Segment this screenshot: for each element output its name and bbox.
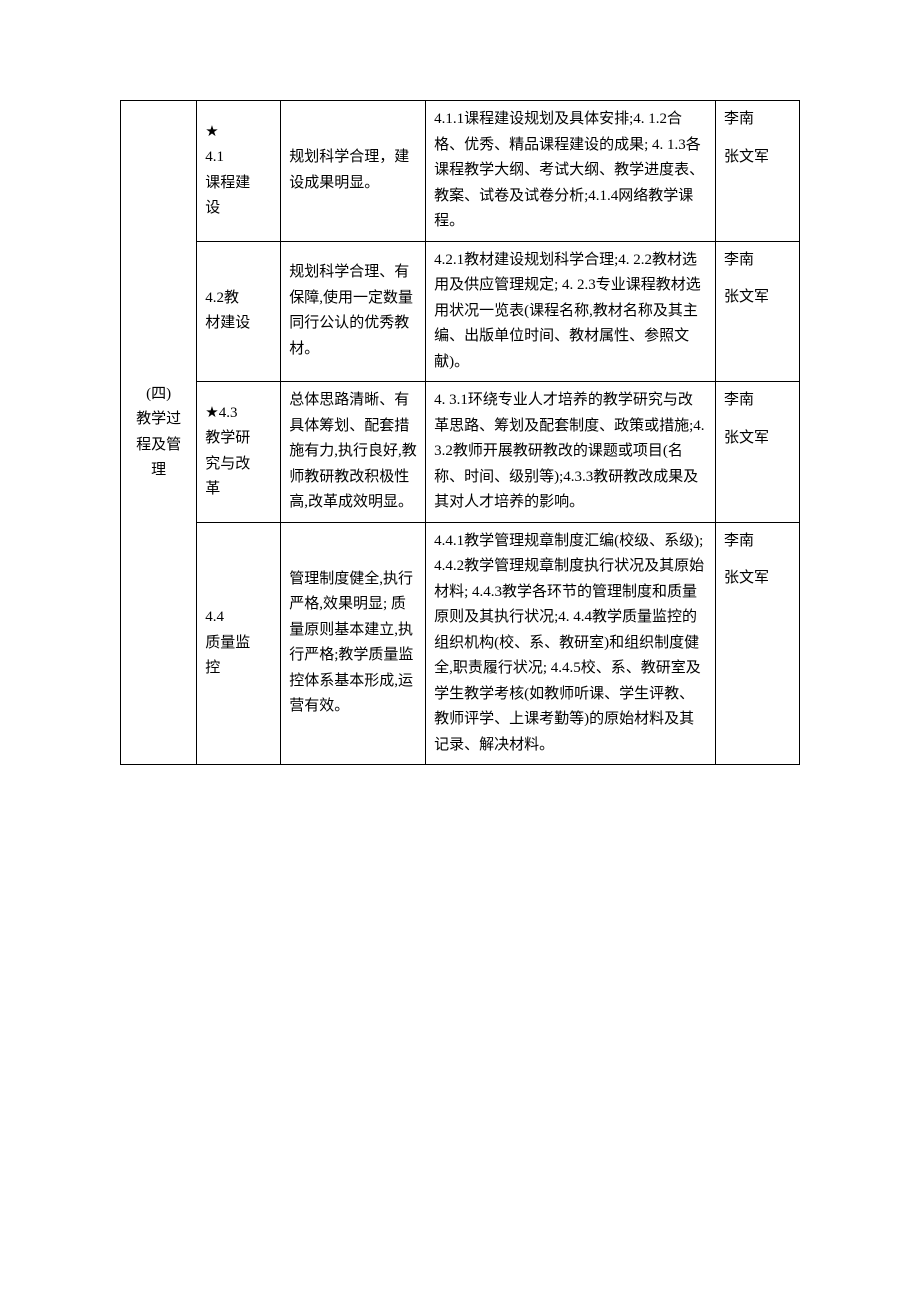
detail-cell: 4.4.1教学管理规章制度汇编(校级、系级);4.4.2教学管理规章制度执行状况… <box>426 522 716 765</box>
table-row: ★4.3教学研究与改革 总体思路清晰、有具体筹划、配套措施有力,执行良好,教师教… <box>121 382 800 523</box>
item-code: 4.2教材建设 <box>205 290 250 332</box>
detail-text: 4.4.1教学管理规章制度汇编(校级、系级);4.4.2教学管理规章制度执行状况… <box>434 533 704 753</box>
table-row: 4.4质量监控 管理制度健全,执行严格,效果明显; 质量原则基本建立,执行严格;… <box>121 522 800 765</box>
category-text: (四)教学过程及管理 <box>136 386 181 479</box>
detail-text: 4. 3.1环绕专业人才培养的教学研究与改革思路、筹划及配套制度、政策或措施;4… <box>434 392 704 510</box>
person-name: 张文军 <box>724 285 791 311</box>
detail-text: 4.2.1教材建设规划科学合理;4. 2.2教材选用及供应管理规定; 4. 2.… <box>434 252 701 370</box>
item-code: ★4.1课程建设 <box>205 124 250 217</box>
standard-text: 总体思路清晰、有具体筹划、配套措施有力,执行良好,教师教研教改积极性高,改革成效… <box>289 392 417 510</box>
item-code: ★4.3教学研究与改革 <box>205 405 250 498</box>
person-name: 张文军 <box>724 566 791 592</box>
person-name: 李南 <box>724 388 791 414</box>
item-code: 4.4质量监控 <box>205 609 250 676</box>
person-cell: 李南 张文军 <box>716 101 800 242</box>
detail-cell: 4.1.1课程建设规划及具体安排;4. 1.2合格、优秀、精品课程建设的成果; … <box>426 101 716 242</box>
person-cell: 李南 张文军 <box>716 241 800 382</box>
detail-cell: 4.2.1教材建设规划科学合理;4. 2.2教材选用及供应管理规定; 4. 2.… <box>426 241 716 382</box>
person-name: 李南 <box>724 248 791 274</box>
standard-cell: 总体思路清晰、有具体筹划、配套措施有力,执行良好,教师教研教改积极性高,改革成效… <box>281 382 426 523</box>
item-code-cell: ★4.3教学研究与改革 <box>197 382 281 523</box>
standard-cell: 规划科学合理，建设成果明显。 <box>281 101 426 242</box>
person-name: 李南 <box>724 529 791 555</box>
person-cell: 李南 张文军 <box>716 382 800 523</box>
standard-text: 规划科学合理、有保障,使用一定数量同行公认的优秀教材。 <box>289 264 413 357</box>
table-row: 4.2教材建设 规划科学合理、有保障,使用一定数量同行公认的优秀教材。 4.2.… <box>121 241 800 382</box>
person-cell: 李南 张文军 <box>716 522 800 765</box>
person-name: 李南 <box>724 107 791 133</box>
standard-text: 规划科学合理，建设成果明显。 <box>289 149 409 191</box>
standard-cell: 管理制度健全,执行严格,效果明显; 质量原则基本建立,执行严格;教学质量监控体系… <box>281 522 426 765</box>
detail-cell: 4. 3.1环绕专业人才培养的教学研究与改革思路、筹划及配套制度、政策或措施;4… <box>426 382 716 523</box>
standard-cell: 规划科学合理、有保障,使用一定数量同行公认的优秀教材。 <box>281 241 426 382</box>
table-row: (四)教学过程及管理 ★4.1课程建设 规划科学合理，建设成果明显。 4.1.1… <box>121 101 800 242</box>
item-code-cell: 4.4质量监控 <box>197 522 281 765</box>
standard-text: 管理制度健全,执行严格,效果明显; 质量原则基本建立,执行严格;教学质量监控体系… <box>289 571 413 715</box>
evaluation-table: (四)教学过程及管理 ★4.1课程建设 规划科学合理，建设成果明显。 4.1.1… <box>120 100 800 765</box>
person-name: 张文军 <box>724 145 791 171</box>
item-code-cell: 4.2教材建设 <box>197 241 281 382</box>
detail-text: 4.1.1课程建设规划及具体安排;4. 1.2合格、优秀、精品课程建设的成果; … <box>434 111 704 229</box>
category-cell: (四)教学过程及管理 <box>121 101 197 765</box>
item-code-cell: ★4.1课程建设 <box>197 101 281 242</box>
person-name: 张文军 <box>724 426 791 452</box>
